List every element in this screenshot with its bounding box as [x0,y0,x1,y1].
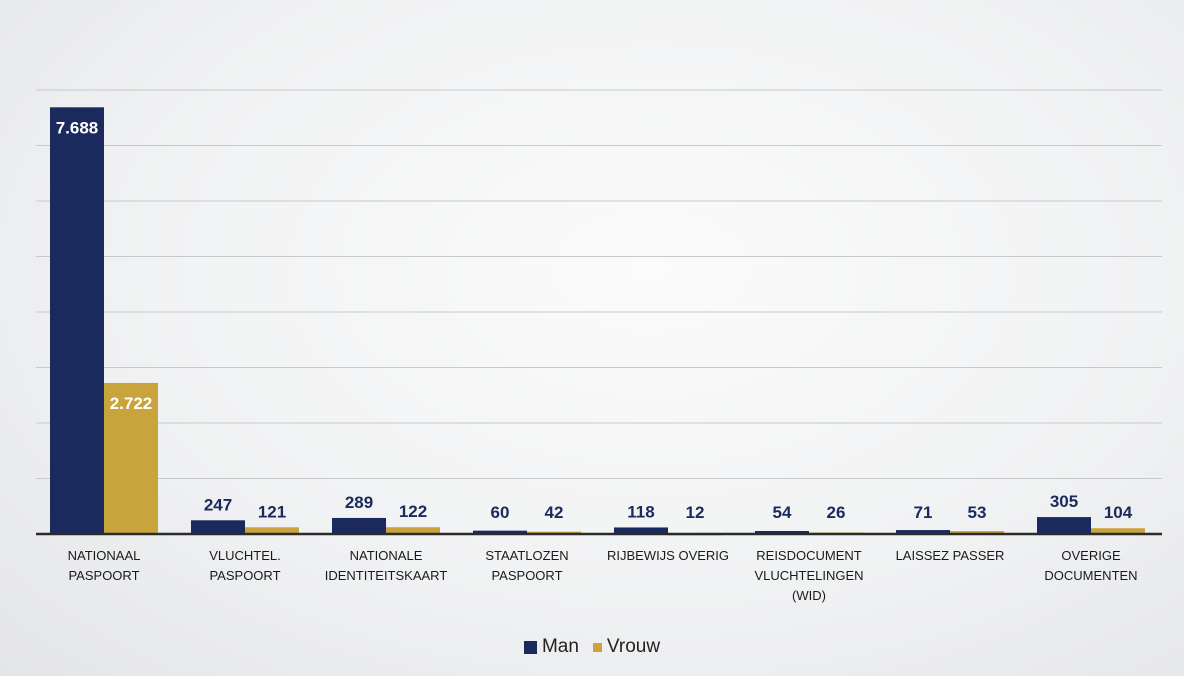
bar-man [50,107,104,534]
value-label-man: 247 [204,495,232,514]
bar-vrouw [386,527,440,534]
value-label-vrouw: 122 [399,502,427,521]
legend-swatch-man [523,640,537,654]
value-label-vrouw: 12 [686,503,705,522]
value-label-man: 7.688 [56,118,99,137]
value-label-man: 71 [914,503,933,522]
legend-entry-vrouw: Vrouw [592,636,661,658]
bar-man [896,530,950,534]
category-label: NATIONALE IDENTITEITSKAART [325,548,448,583]
value-label-man: 54 [773,503,792,522]
value-label-man: 118 [627,502,654,521]
value-label-man: 305 [1050,492,1078,511]
value-label-vrouw: 121 [258,502,286,521]
value-label-vrouw: 53 [968,503,987,522]
bar-man [332,517,386,534]
value-labels: 7.688 2.722 247 121 289 122 60 42 118 12 54 26 71 53 3… [56,118,1133,522]
category-label: STAATLOZEN PASPOORT [485,548,568,583]
category-label: RIJBEWIJS OVERIG [607,548,729,563]
legend-swatch-vrouw [592,642,602,652]
value-label-vrouw: 42 [545,503,564,522]
bar-man [473,530,527,534]
bar-man [755,531,809,534]
category-label: REISDOCUMENT VLUCHTELINGEN (WID) [754,548,863,603]
legend-label-man: Man [541,636,579,657]
value-label-vrouw: 26 [827,503,846,522]
bar-vrouw [1091,528,1145,534]
bar-vrouw [245,527,299,534]
bar-vrouw [950,531,1004,534]
bar-man [614,527,668,534]
legend-label-vrouw: Vrouw [606,636,661,657]
value-label-vrouw: 2.722 [110,394,153,413]
chart-legend: Man Vrouw [0,634,1184,660]
category-label: VLUCHTEL. PASPOORT [209,548,281,583]
category-label: OVERIGE DOCUMENTEN [1044,548,1137,583]
value-label-man: 289 [345,493,373,512]
category-label: NATIONAAL PASPOORT [68,548,141,583]
category-labels: NATIONAAL PASPOORT VLUCHTEL. PASPOORT NATION… [68,548,1138,603]
value-label-man: 60 [491,503,510,522]
bar-man [1037,517,1091,534]
category-label: LAISSEZ PASSER [896,548,1005,563]
legend-entry-man: Man [523,636,579,658]
gridlines [36,89,1162,479]
bar-man [191,520,245,534]
bars [50,107,1145,536]
value-label-vrouw: 104 [1104,503,1133,522]
bar-vrouw [104,382,158,534]
